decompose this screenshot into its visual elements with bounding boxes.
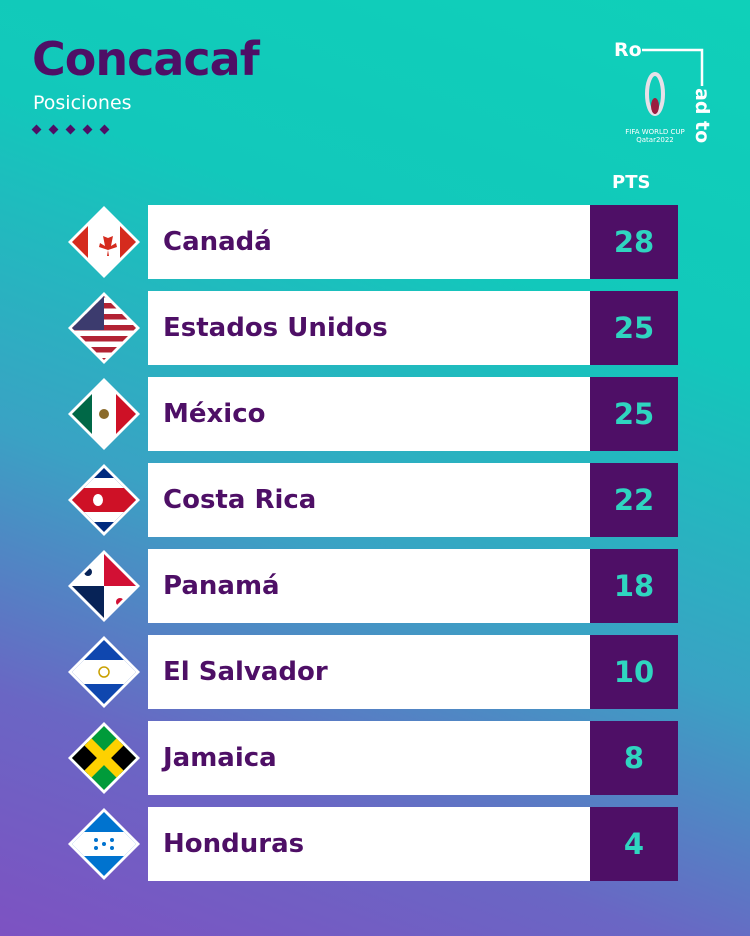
team-points: 8 — [590, 721, 678, 795]
table-row: Costa Rica 22 — [0, 463, 750, 537]
svg-text:ad to: ad to — [691, 88, 713, 143]
team-name: Estados Unidos — [148, 291, 590, 365]
mexico-flag-icon — [68, 378, 140, 450]
svg-text:Ro: Ro — [614, 39, 642, 61]
page-subtitle: Posiciones — [33, 92, 132, 114]
panama-flag-icon — [68, 550, 140, 622]
table-row: Honduras 4 — [0, 807, 750, 881]
table-row: México 25 — [0, 377, 750, 451]
team-points: 25 — [590, 377, 678, 451]
costa-rica-flag-icon — [68, 464, 140, 536]
table-row: Estados Unidos 25 — [0, 291, 750, 365]
canada-flag-icon — [68, 206, 140, 278]
usa-flag-icon — [68, 292, 140, 364]
team-points: 28 — [590, 205, 678, 279]
team-name: Panamá — [148, 549, 590, 623]
svg-text:Qatar2022: Qatar2022 — [636, 136, 674, 144]
el-salvador-flag-icon — [68, 636, 140, 708]
team-points: 18 — [590, 549, 678, 623]
team-name: México — [148, 377, 590, 451]
team-name: Honduras — [148, 807, 590, 881]
points-column-header: PTS — [612, 172, 651, 193]
svg-text:FIFA WORLD CUP: FIFA WORLD CUP — [625, 128, 685, 136]
team-name: Canadá — [148, 205, 590, 279]
decorative-dots — [31, 124, 110, 135]
honduras-flag-icon — [68, 808, 140, 880]
table-row: Canadá 28 — [0, 205, 750, 279]
team-points: 10 — [590, 635, 678, 709]
team-points: 22 — [590, 463, 678, 537]
road-to-qatar-logo: Ro ad to FIFA WORLD CUP Qatar2022 — [612, 36, 722, 156]
team-name: El Salvador — [148, 635, 590, 709]
team-points: 4 — [590, 807, 678, 881]
table-row: Panamá 18 — [0, 549, 750, 623]
team-points: 25 — [590, 291, 678, 365]
team-name: Costa Rica — [148, 463, 590, 537]
page-title: Concacaf — [32, 32, 260, 86]
table-row: El Salvador 10 — [0, 635, 750, 709]
jamaica-flag-icon — [68, 722, 140, 794]
table-row: Jamaica 8 — [0, 721, 750, 795]
team-name: Jamaica — [148, 721, 590, 795]
